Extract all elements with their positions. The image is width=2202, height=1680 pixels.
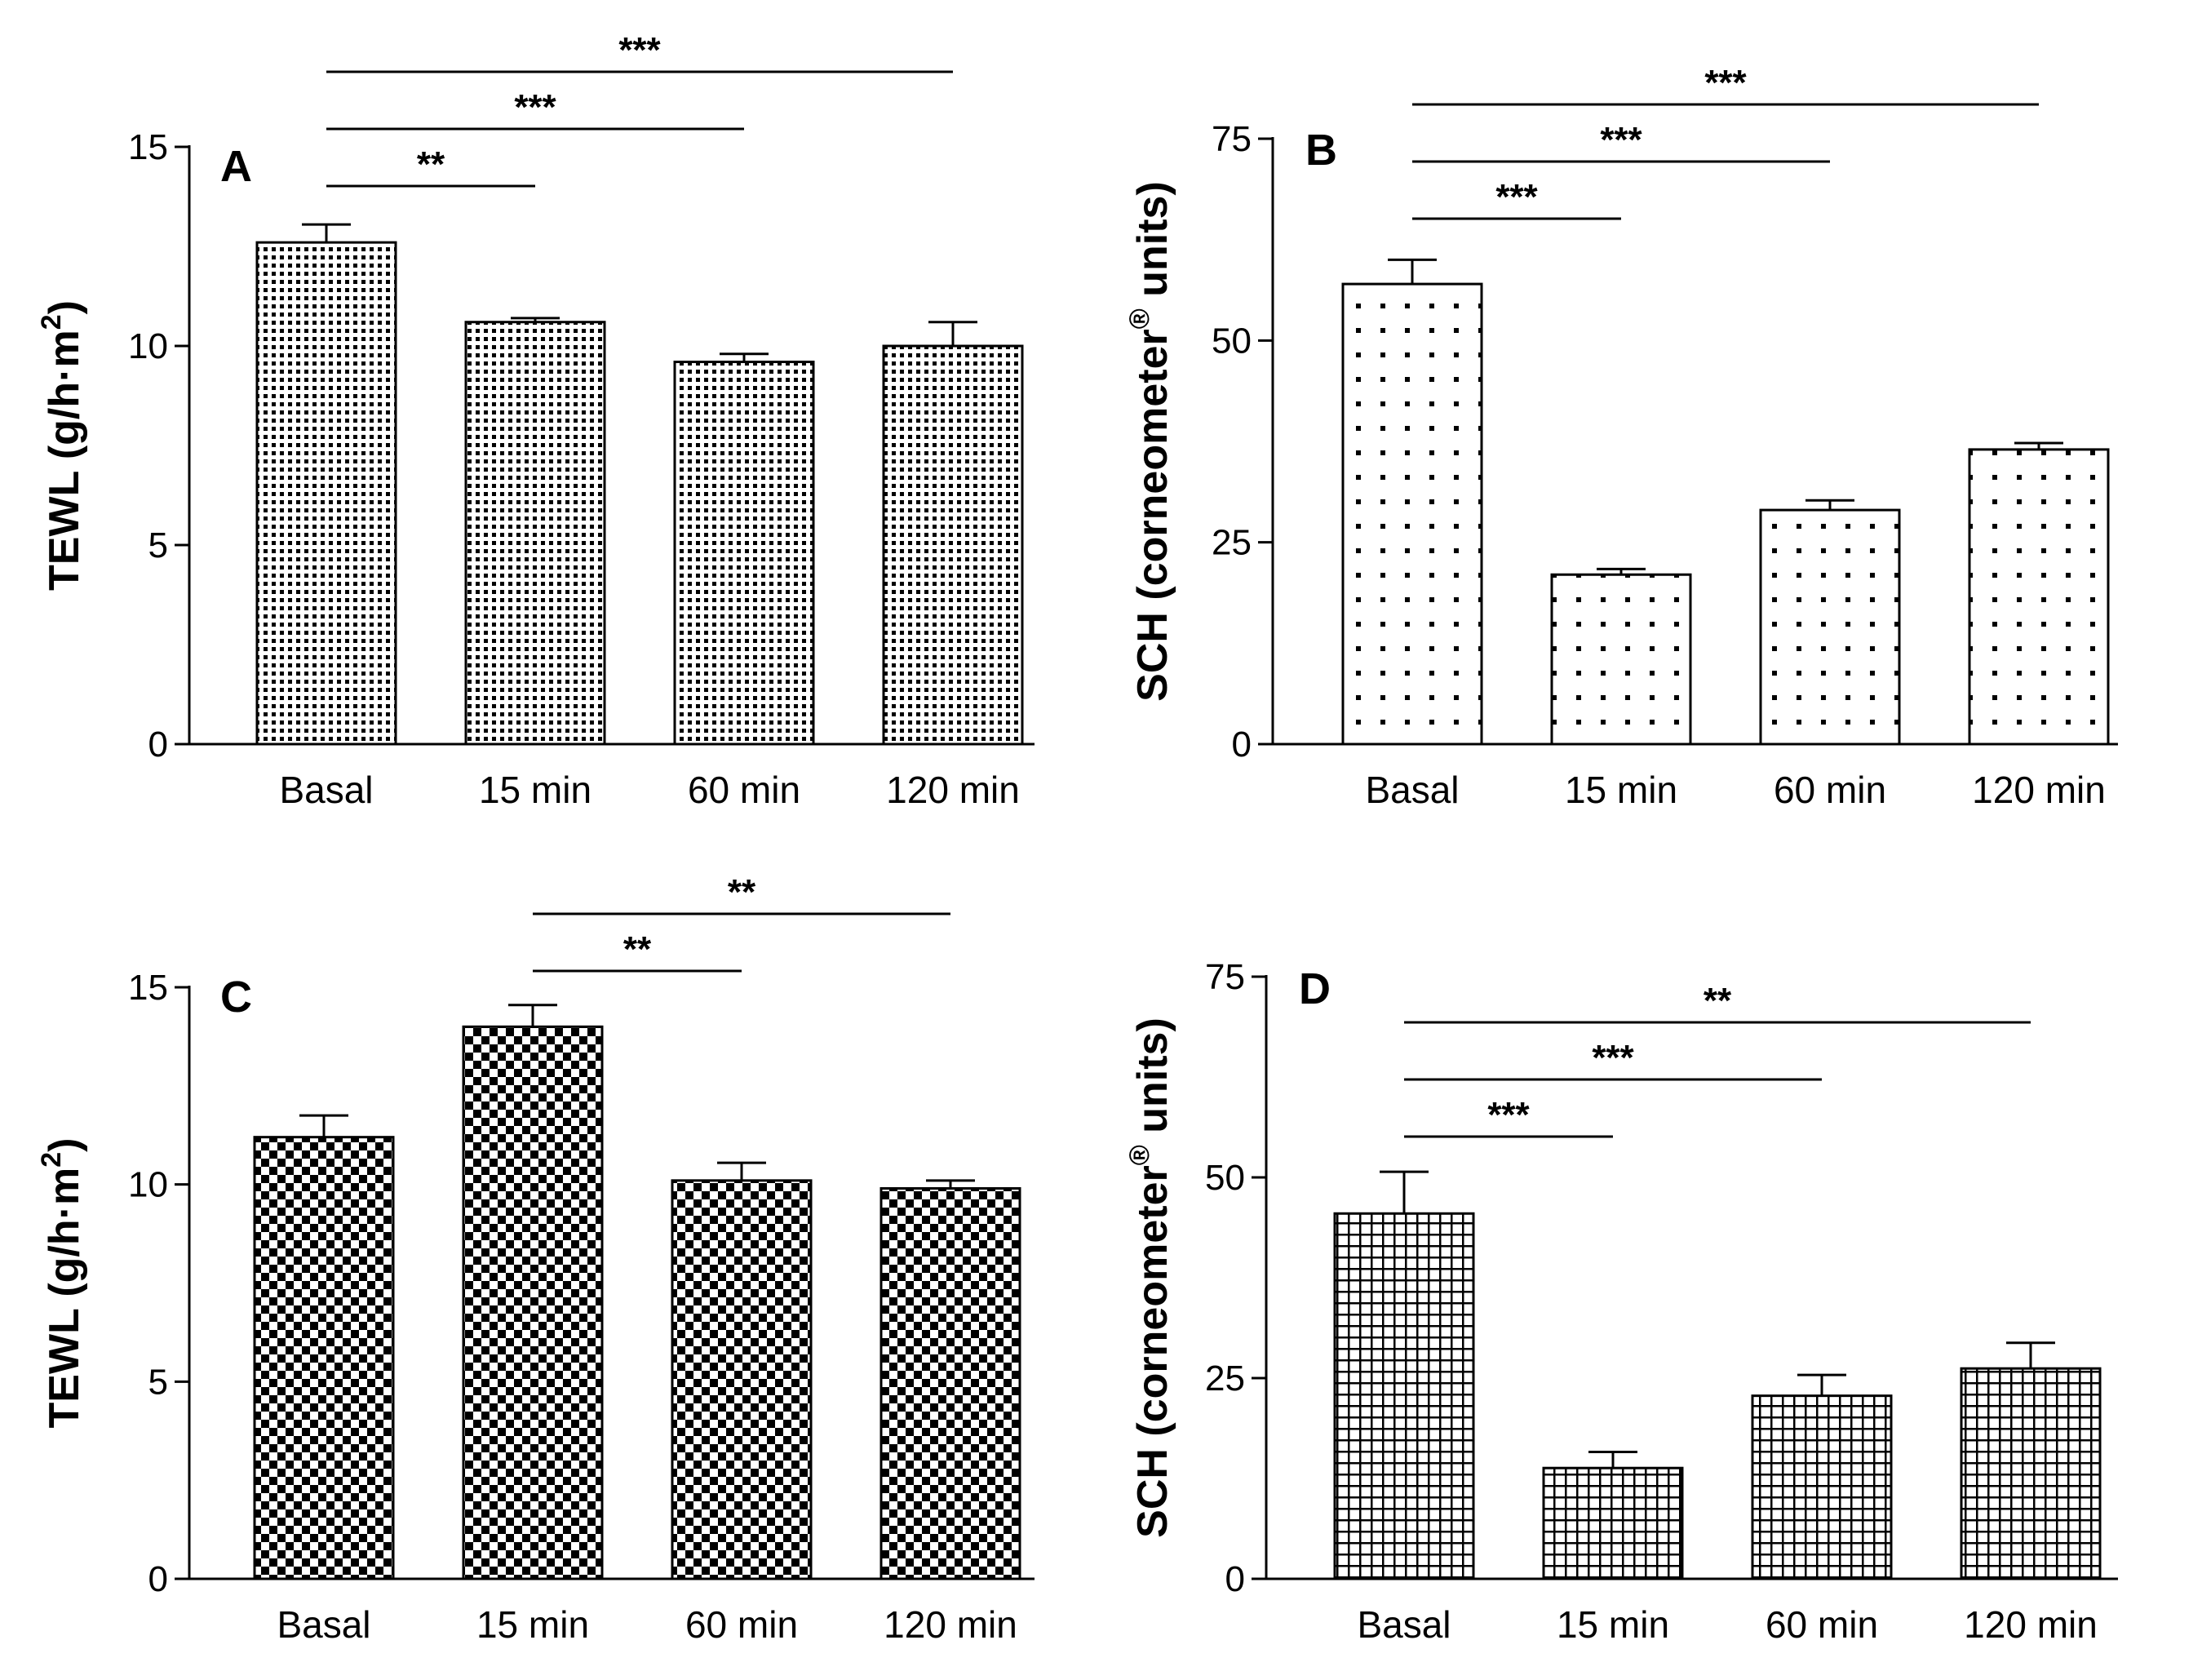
y-tick-label: 75 <box>1212 119 1252 159</box>
y-axis-title-sup: 2 <box>36 1152 67 1168</box>
panel-letter: D <box>1299 964 1331 1013</box>
y-axis-title-end: ) <box>41 1138 88 1152</box>
significance-stars: ** <box>623 929 652 969</box>
bar <box>462 1025 604 1580</box>
y-tick-label: 25 <box>1212 523 1252 563</box>
y-tick-label: 15 <box>128 127 168 167</box>
y-tick-label: 25 <box>1205 1359 1245 1399</box>
y-axis-title: SCH (corneometer® units) <box>1124 181 1176 702</box>
x-category-label: 15 min <box>1565 769 1677 811</box>
y-tick-label: 10 <box>128 1165 168 1205</box>
significance-stars: *** <box>618 30 661 70</box>
x-category-label: 60 min <box>1766 1603 1878 1646</box>
bar <box>1333 1212 1475 1580</box>
y-tick-label: 0 <box>1232 725 1252 765</box>
panel-c: 0 5 10 15 TEWL (g/h·m2) C Basal 15 min 60 min 120… <box>36 872 1035 1646</box>
y-tick-label: 0 <box>148 725 168 765</box>
significance-stars: *** <box>1487 1095 1530 1135</box>
bar <box>1341 282 1483 746</box>
bar <box>673 361 815 746</box>
y-tick-label: 5 <box>148 1362 168 1402</box>
bar <box>671 1179 813 1580</box>
y-axis-title-sup: ® <box>1124 308 1155 329</box>
x-category-label: Basal <box>1365 769 1459 811</box>
panel-letter: B <box>1305 126 1337 175</box>
significance-stars: ** <box>417 144 445 184</box>
y-tick-label: 50 <box>1205 1158 1245 1198</box>
x-category-label: Basal <box>277 1603 370 1646</box>
y-axis-title-sup: ® <box>1124 1145 1155 1165</box>
x-category-label: 15 min <box>476 1603 589 1646</box>
bar <box>255 241 397 746</box>
y-axis-title-main: SCH (corneometer <box>1129 1165 1176 1538</box>
x-category-label: 120 min <box>884 1603 1017 1646</box>
bar <box>464 321 606 746</box>
panel-letter: A <box>220 142 252 191</box>
y-tick-label: 75 <box>1205 957 1245 997</box>
y-tick-label: 50 <box>1212 321 1252 361</box>
x-category-label: Basal <box>1357 1603 1451 1646</box>
x-category-label: Basal <box>279 769 373 811</box>
bar <box>1960 1367 2102 1580</box>
y-tick-label: 0 <box>148 1559 168 1599</box>
panel-d: 0 25 50 75 SCH (corneometer® units) D Basal 15 … <box>1124 957 2118 1646</box>
bar <box>879 1187 1021 1580</box>
x-category-label: 120 min <box>1964 1603 2098 1646</box>
significance-stars: *** <box>1704 63 1747 103</box>
y-axis-title-main: TEWL (g/h·m <box>41 1168 88 1429</box>
y-axis-title: SCH (corneometer® units) <box>1124 1017 1176 1538</box>
bar <box>1759 508 1901 746</box>
significance-stars: *** <box>514 87 556 127</box>
panel-letter: C <box>220 973 252 1022</box>
x-category-label: 60 min <box>688 769 800 811</box>
y-axis-title-main: SCH (corneometer <box>1129 329 1176 702</box>
y-tick-label: 0 <box>1225 1559 1245 1599</box>
x-category-label: 120 min <box>1972 769 2106 811</box>
panel-a: 0 5 10 15 TEWL (g/h·m2) A Basal 15 min 60 min 120… <box>36 30 1035 811</box>
y-axis-title-end: units) <box>1129 181 1176 308</box>
significance-stars: ** <box>1704 981 1732 1021</box>
significance-stars: ** <box>728 872 756 912</box>
significance-stars: *** <box>1592 1038 1634 1078</box>
x-category-label: 60 min <box>1774 769 1886 811</box>
bar <box>1550 573 1692 746</box>
x-category-label: 15 min <box>479 769 591 811</box>
bar <box>1751 1394 1893 1580</box>
y-axis-title: TEWL (g/h·m2) <box>36 300 88 591</box>
bar <box>1542 1466 1684 1580</box>
y-axis-title-main: TEWL (g/h·m <box>41 330 88 591</box>
y-axis-title-end: ) <box>41 300 88 314</box>
y-axis-title-sup: 2 <box>36 314 67 330</box>
y-tick-label: 15 <box>128 968 168 1008</box>
panel-b: 0 25 50 75 SCH (corneometer® units) B Basal 15 … <box>1124 63 2118 811</box>
y-axis-title-end: units) <box>1129 1017 1176 1145</box>
significance-stars: *** <box>1495 177 1538 217</box>
x-category-label: 15 min <box>1557 1603 1669 1646</box>
y-tick-label: 10 <box>128 326 168 366</box>
y-tick-label: 5 <box>148 525 168 565</box>
bar <box>1968 448 2110 746</box>
bar <box>253 1136 395 1580</box>
x-category-label: 120 min <box>886 769 1020 811</box>
significance-stars: *** <box>1600 120 1642 160</box>
x-category-label: 60 min <box>685 1603 798 1646</box>
y-axis-title: TEWL (g/h·m2) <box>36 1138 88 1429</box>
bar <box>882 344 1024 746</box>
